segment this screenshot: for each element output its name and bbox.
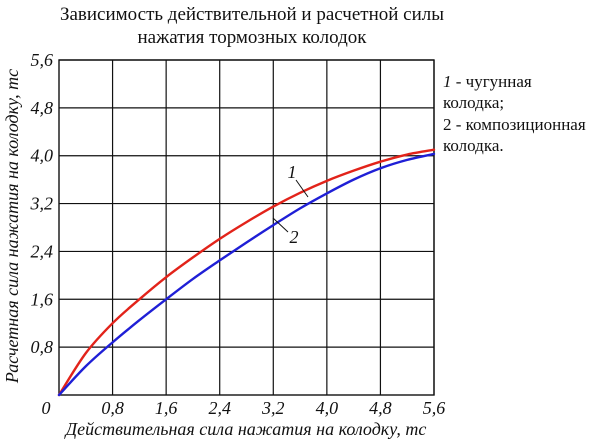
x-tick-label-3: 3,2: [261, 398, 285, 418]
origin-label: 0: [42, 398, 51, 418]
y-tick-label-4: 4,0: [31, 146, 54, 166]
x-tick-label-5: 4,8: [369, 398, 392, 418]
curve-label-1: 1: [288, 162, 309, 198]
legend-entry-1-line2: колодка;: [443, 93, 504, 112]
x-tick-label-4: 4,0: [316, 398, 339, 418]
legend-entry-2-num: 2: [443, 115, 452, 134]
y-tick-label-2: 2,4: [31, 241, 54, 261]
x-tick-label-1: 1,6: [155, 398, 178, 418]
curve-label-1-leader: [295, 179, 309, 198]
chart-title-line-1: Зависимость действительной и расчетной с…: [60, 4, 444, 25]
legend-entry-1-text: - чугунная: [452, 72, 532, 91]
legend-entry-2-text: - композиционная: [452, 115, 586, 134]
series-line-1: [57, 148, 436, 397]
plot-border: [58, 59, 435, 396]
series-line-2: [57, 152, 436, 397]
grid: [58, 59, 435, 396]
x-tick-label-6: 5,6: [423, 398, 446, 418]
ticks: 0,8 1,6 2,4 3,2 4,0 4,8 5,6 0,8 1,6 2,4 3,2 4,0 4,8 5…: [30, 50, 446, 418]
x-tick-label-0: 0,8: [101, 398, 124, 418]
y-tick-label-3: 3,2: [30, 194, 54, 214]
curve-label-1-text: 1: [288, 162, 297, 182]
legend-entry-1-num: 1: [443, 72, 452, 91]
legend-entry-2: 2 - композиционная: [443, 115, 586, 134]
y-tick-label-6: 5,6: [31, 50, 54, 70]
y-tick-label-0: 0,8: [31, 337, 54, 357]
x-axis-label: Действительная сила нажатия на колодку, …: [64, 419, 427, 439]
x-tick-label-2: 2,4: [208, 398, 231, 418]
legend-entry-1: 1 - чугунная: [443, 72, 532, 91]
curve-label-2-leader: [272, 217, 289, 233]
curves: [57, 148, 436, 397]
chart-title-line-2: нажатия тормозных колодок: [138, 27, 368, 48]
curve-label-2-text: 2: [290, 227, 299, 247]
y-tick-label-1: 1,6: [31, 289, 54, 309]
y-axis-label: Расчетная сила нажатия на колодку, тс: [2, 69, 22, 384]
legend-entry-2-line2: колодка.: [443, 136, 504, 155]
legend: 1 - чугунная колодка; 2 - композиционная…: [443, 72, 586, 155]
y-tick-label-5: 4,8: [31, 98, 54, 118]
curve-label-2: 2: [272, 217, 299, 247]
